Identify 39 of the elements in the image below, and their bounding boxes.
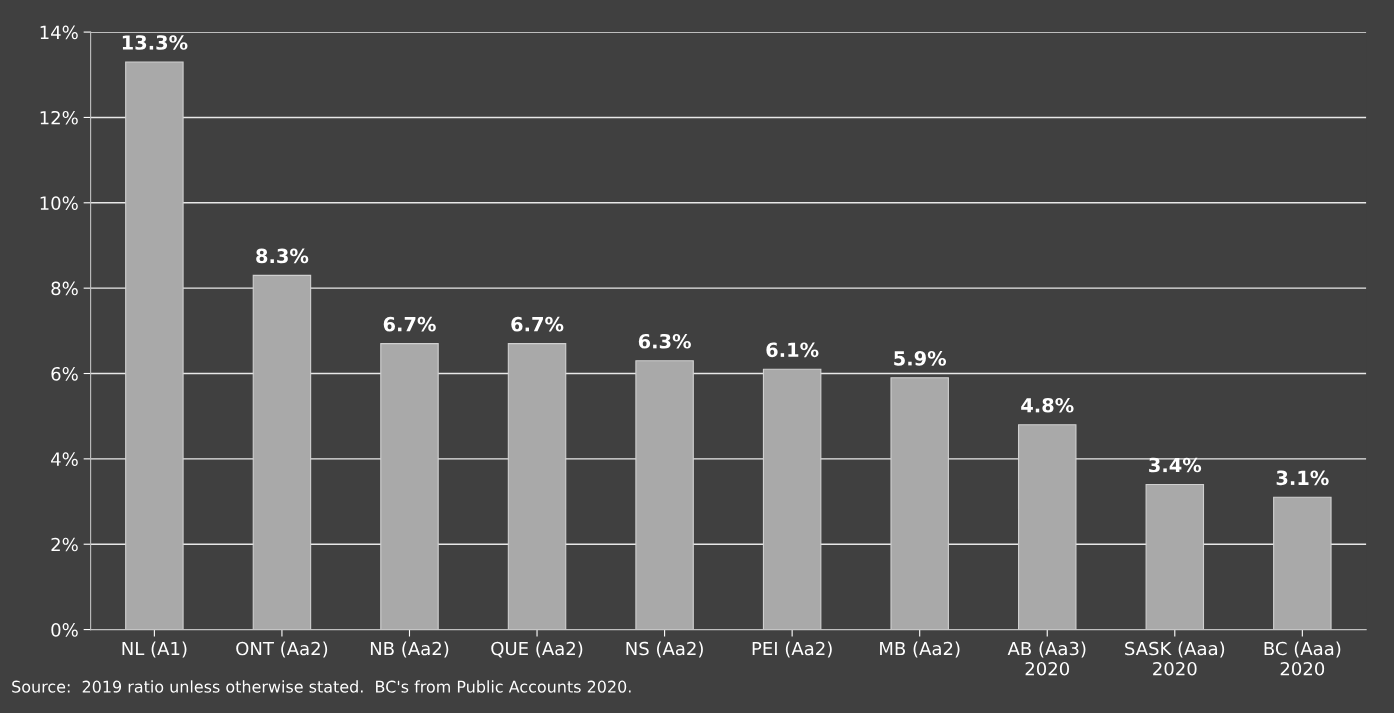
bar xyxy=(1145,483,1205,630)
x-tick-label: MB (Aa2) xyxy=(880,641,960,658)
bar xyxy=(762,368,822,630)
x-tick-label: NB (Aa2) xyxy=(370,641,449,658)
x-tick-label: AB (Aa3) 2020 xyxy=(1007,641,1086,676)
y-tick-label: 0% xyxy=(51,623,78,637)
y-tick-label: 14% xyxy=(40,25,78,40)
bar xyxy=(507,343,567,630)
data-label: 6.7% xyxy=(383,316,436,332)
data-label: 3.1% xyxy=(1276,470,1329,486)
y-tick-label: 12% xyxy=(40,110,78,125)
x-tick-label: NS (Aa2) xyxy=(626,641,703,658)
data-label: 6.1% xyxy=(766,342,819,358)
x-tick-label: QUE (Aa2) xyxy=(491,641,583,658)
data-label: 4.8% xyxy=(1021,397,1074,413)
data-label: 3.4% xyxy=(1149,457,1202,473)
source-note: Source: 2019 ratio unless otherwise stated. BC's from Public Accounts 2020. xyxy=(12,680,631,693)
data-label: 6.3% xyxy=(638,333,691,349)
y-tick-label: 10% xyxy=(40,196,78,210)
bar xyxy=(1273,496,1332,630)
x-tick-label: ONT (Aa2) xyxy=(236,641,328,658)
data-label: 6.7% xyxy=(511,316,564,332)
y-tick-label: 6% xyxy=(51,366,78,381)
bar xyxy=(252,274,312,630)
bar xyxy=(635,360,694,630)
bar xyxy=(380,343,439,630)
data-label: 8.3% xyxy=(256,248,309,264)
y-tick-label: 4% xyxy=(51,452,78,466)
x-tick-label: BC (Aaa) 2020 xyxy=(1264,641,1341,676)
bar xyxy=(125,61,184,630)
x-tick-label: PEI (Aa2) xyxy=(752,641,832,658)
x-tick-label: NL (A1) xyxy=(122,641,187,658)
y-tick-label: 8% xyxy=(51,281,78,296)
bar xyxy=(1017,424,1077,630)
bar xyxy=(890,377,949,630)
x-tick-label: SASK (Aaa) 2020 xyxy=(1125,641,1225,676)
data-label: 13.3% xyxy=(122,35,188,50)
y-tick-label: 2% xyxy=(51,537,78,552)
data-label: 5.9% xyxy=(894,350,947,366)
